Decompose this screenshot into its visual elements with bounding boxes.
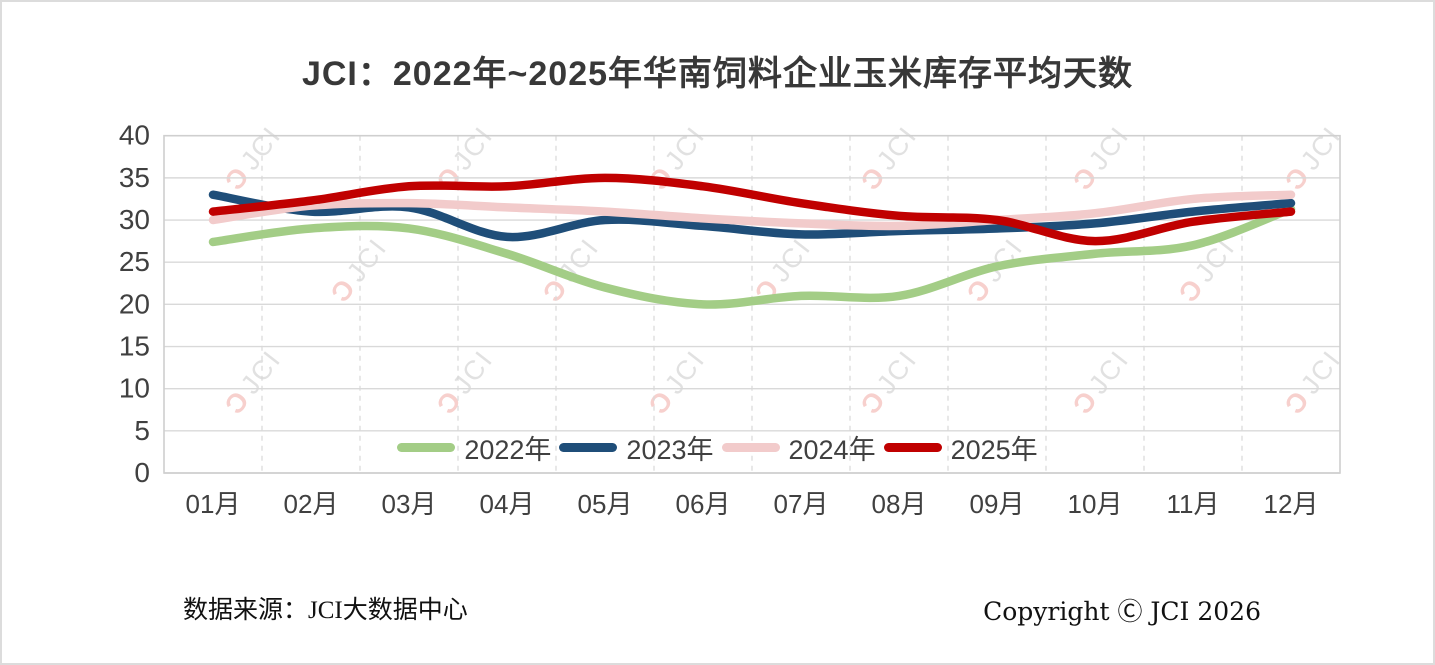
x-axis-tick-label: 04月 (480, 489, 535, 519)
jci-watermark: ƆJCI (855, 120, 923, 195)
chart-legend: 2022年 2023年 2024年 2025年 (0, 428, 1435, 467)
y-axis-tick-label: 0 (134, 457, 150, 488)
x-axis-tick-label: 06月 (676, 489, 731, 519)
legend-label: 2022年 (464, 435, 552, 465)
legend-item-2022年: 2022年 (397, 428, 551, 467)
legend-swatch (883, 443, 942, 452)
jci-watermark: ƆJCI (325, 232, 393, 307)
jci-watermark: ƆJCI (1279, 344, 1347, 419)
jci-watermark: ƆJCI (1067, 120, 1135, 195)
x-axis-tick-label: 12月 (1264, 489, 1319, 519)
y-axis-tick-label: 40 (119, 120, 150, 151)
jci-watermark: ƆJCI (855, 344, 923, 419)
x-axis-tick-label: 03月 (382, 489, 437, 519)
y-axis-tick-label: 25 (119, 246, 150, 277)
legend-item-2023年: 2023年 (559, 428, 714, 467)
jci-watermark: ƆJCI (1279, 120, 1347, 195)
y-axis-tick-label: 15 (119, 331, 150, 362)
legend-swatch (559, 443, 618, 452)
y-axis-tick-label: 10 (119, 373, 150, 404)
jci-watermark: ƆJCI (219, 120, 287, 195)
legend-label: 2023年 (626, 435, 714, 465)
y-axis-tick-label: 30 (119, 204, 150, 235)
copyright-text: Copyright Ⓒ JCI 2026 (983, 597, 1261, 626)
jci-watermark: ƆJCI (1067, 344, 1135, 419)
series-line-2022年 (208, 204, 1296, 309)
legend-item-2025年: 2025年 (883, 428, 1038, 467)
x-axis-tick-label: 07月 (774, 489, 829, 519)
series-line-2024年 (208, 190, 1296, 231)
legend-swatch (721, 443, 780, 452)
x-axis-tick-label: 05月 (578, 489, 633, 519)
legend-label: 2024年 (788, 435, 876, 465)
y-axis-tick-label: 20 (119, 288, 150, 319)
jci-watermark: ƆJCI (431, 344, 499, 419)
series-line-2025年 (208, 173, 1296, 246)
chart-title: JCI：2022年~2025年华南饲料企业玉米库存平均天数 (301, 55, 1134, 93)
data-source-text: 数据来源：JCI大数据中心 (183, 597, 468, 624)
legend-label: 2025年 (950, 435, 1038, 465)
jci-watermark: ƆJCI (219, 344, 287, 419)
legend-item-2024年: 2024年 (721, 428, 876, 467)
watermark-layer: ƆJCI ƆJCI ƆJCI ƆJCI ƆJCI ƆJCI ƆJCI ƆJCI ƆJCI ƆJCI… (219, 120, 1347, 419)
x-axis-tick-label: 11月 (1167, 489, 1220, 519)
x-axis-tick-label: 09月 (970, 489, 1025, 519)
x-axis-tick-label: 01月 (186, 489, 241, 519)
x-axis-tick-label: 10月 (1068, 489, 1123, 519)
x-axis-tick-label: 08月 (872, 489, 927, 519)
y-axis-tick-label: 5 (134, 415, 150, 446)
legend-swatch (397, 443, 456, 452)
jci-watermark: ƆJCI (643, 344, 711, 419)
y-axis-tick-label: 35 (119, 162, 150, 193)
plot-border (163, 134, 1341, 474)
x-axis-tick-label: 02月 (284, 489, 339, 519)
